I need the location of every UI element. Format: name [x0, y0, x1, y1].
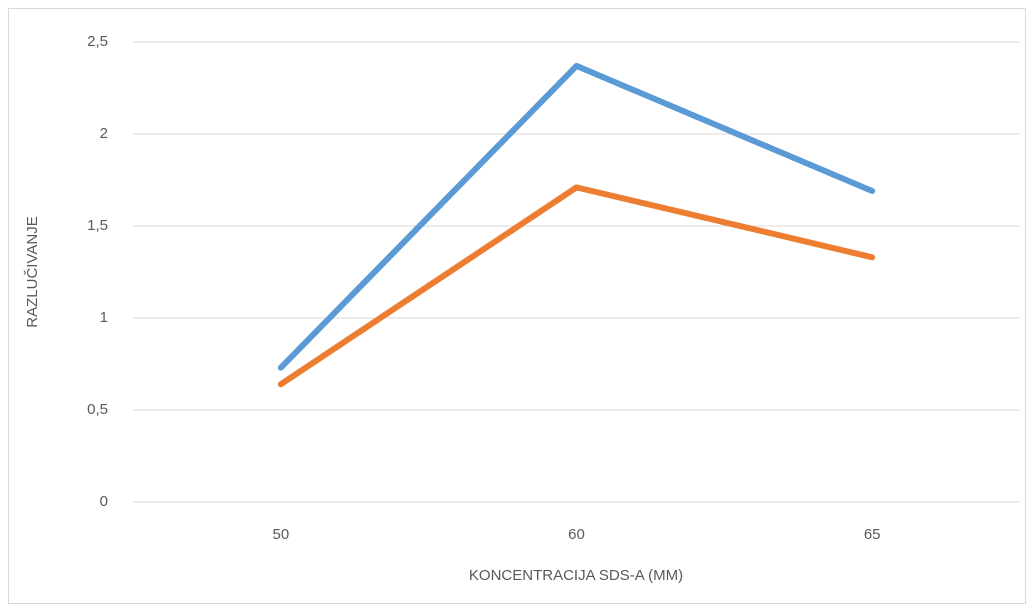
y-tick-label: 2 [100, 125, 108, 142]
y-tick-label: 1,5 [87, 217, 108, 234]
chart-border [8, 8, 1026, 604]
x-tick-label: 50 [272, 526, 289, 543]
x-tick-label: 65 [864, 526, 881, 543]
x-tick-label: 60 [568, 526, 585, 543]
y-axis-title: RAZLUČIVANJE [24, 216, 41, 327]
y-tick-label: 0 [100, 493, 108, 510]
series-line [277, 184, 876, 388]
x-axis-title: KONCENTRACIJA SDS-A (MM) [469, 567, 683, 584]
y-tick-label: 0,5 [87, 401, 108, 418]
y-tick-label: 2,5 [87, 33, 108, 50]
y-tick-label: 1 [100, 309, 108, 326]
series-line [277, 62, 876, 371]
